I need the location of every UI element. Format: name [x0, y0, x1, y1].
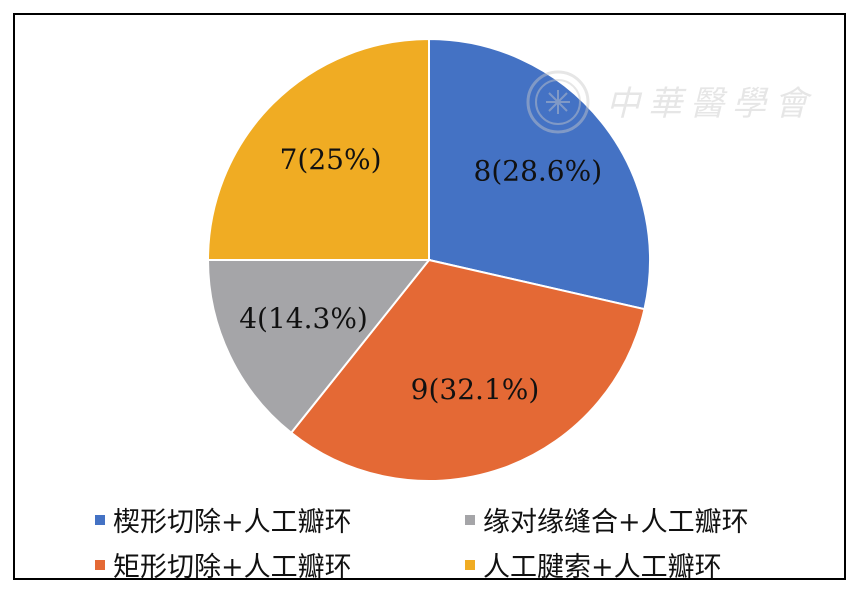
watermark: 中華醫學會 — [518, 62, 818, 142]
legend-item: 矩形切除+人工瓣环 — [95, 545, 352, 584]
pie-slice — [428, 37, 651, 311]
pie-slice — [206, 37, 430, 261]
watermark-text: 中華醫學會 — [606, 84, 816, 124]
legend-swatch — [95, 514, 105, 525]
pie-slice — [206, 259, 432, 435]
slice-data-label: 4(14.3%) — [239, 302, 368, 335]
slice-data-label: 7(25%) — [280, 143, 382, 176]
slice-data-label: 9(32.1%) — [411, 373, 540, 406]
legend-swatch — [95, 559, 105, 570]
seal-logo-icon — [526, 70, 590, 134]
legend-label: 楔形切除+人工瓣环 — [113, 507, 352, 538]
legend-swatch — [465, 559, 475, 570]
legend-item: 人工腱索+人工瓣环 — [465, 545, 722, 584]
slice-data-label: 8(28.6%) — [474, 155, 603, 188]
legend-label: 缘对缘缝合+人工瓣环 — [483, 507, 749, 538]
legend-item: 缘对缘缝合+人工瓣环 — [465, 500, 749, 539]
legend-item: 楔形切除+人工瓣环 — [95, 500, 352, 539]
legend-label: 人工腱索+人工瓣环 — [483, 552, 722, 583]
legend-label: 矩形切除+人工瓣环 — [113, 552, 352, 583]
pie-slice — [289, 258, 646, 482]
legend-swatch — [465, 514, 475, 525]
